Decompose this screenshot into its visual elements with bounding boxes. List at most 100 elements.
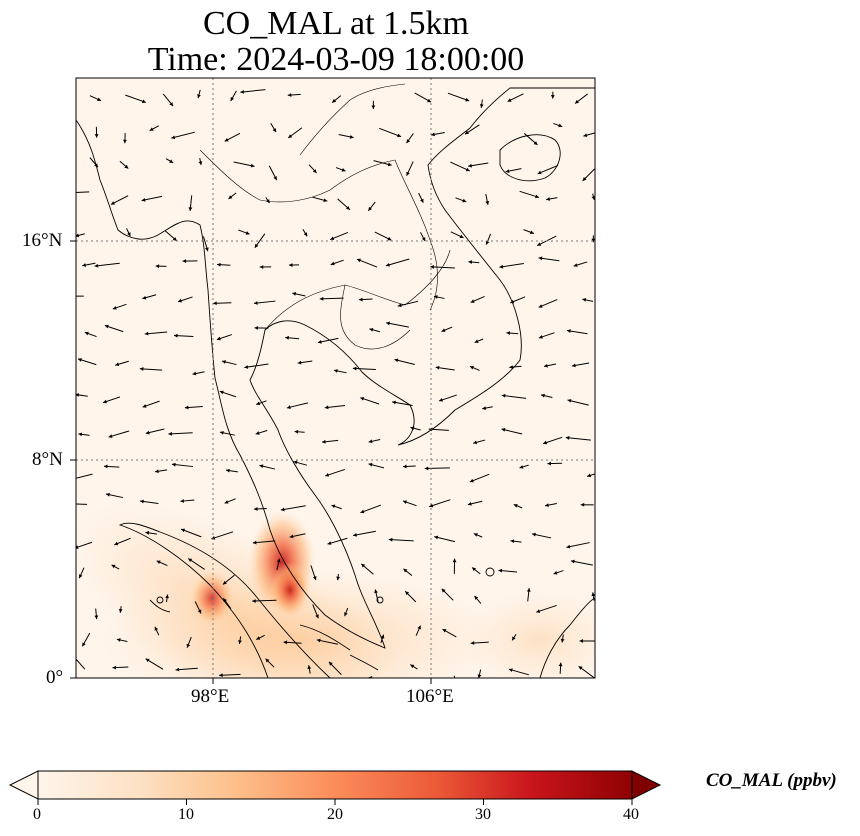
wind-arrowhead [429,503,434,508]
wind-arrowhead [591,196,595,200]
lon-tick-label: 98°E [191,686,230,707]
wind-arrow [379,127,402,138]
wind-arrowhead [526,588,531,592]
wind-arrowhead [402,464,407,469]
wind-arrowhead [219,390,224,395]
wind-arrowhead [116,638,121,642]
wind-arrowhead [106,492,110,497]
wind-arrow [537,164,559,175]
wind-arrow [76,658,86,670]
wind-arrowhead [465,167,470,172]
map-time: Time: 2024-03-09 18:00:00 [147,41,525,78]
wind-arrowhead [82,263,87,267]
wind-arrowhead [285,335,289,340]
wind-arrowhead [70,191,74,195]
wind-arrowhead [324,405,329,410]
wind-arrowhead [112,665,117,670]
colorbar-extend-max [631,770,662,800]
hotspot-3 [190,570,234,626]
wind-arrowhead [328,661,333,666]
wind-arrowhead [482,406,487,410]
wind-arrowhead [543,440,548,445]
wind-arrowhead [541,393,545,398]
wind-arrowhead [180,499,185,503]
wind-arrowhead [368,462,373,467]
wind-arrowhead [427,98,432,103]
wind-arrowhead [434,535,439,540]
wind-arrowhead [536,609,541,613]
wind-arrow [139,368,163,371]
wind-arrowhead [459,234,464,239]
wind-arrowhead [216,336,221,341]
wind-arrowhead [110,201,115,205]
wind-arrowhead [265,658,270,663]
wind-arrowhead [397,133,402,138]
wind-arrowhead [288,263,293,267]
wind-arrowhead [288,134,293,138]
wind-arrow [424,467,450,469]
colorbar-tick-label: 0 [33,806,41,823]
wind-arrowhead [498,568,503,573]
wind-arrowhead [283,640,288,645]
hotspot-2 [270,562,310,618]
wind-arrowhead [579,639,584,643]
colorbar-gradient [38,771,632,799]
wind-arrowhead [217,262,221,267]
wind-arrowhead [123,139,127,144]
wind-arrowhead [439,398,444,402]
wind-arrow [499,262,524,268]
wind-arrowhead [103,464,108,469]
wind-arrowhead [266,199,270,204]
colorbar [8,770,662,805]
wind-arrow [501,394,527,399]
wind-arrowhead [197,94,201,99]
wind-arrowhead [211,536,216,540]
wind-arrowhead [65,294,69,298]
wind-arrowhead [433,295,438,299]
wind-arrow [434,536,456,543]
wind-arrowhead [112,306,117,310]
wind-arrowhead [582,298,587,302]
wind-arrowhead [538,304,543,308]
wind-arrowhead [385,262,390,267]
wind-arrowhead [142,295,147,300]
wind-arrow [253,300,276,304]
wind-arrowhead [182,259,187,263]
wind-arrowhead [550,94,555,99]
wind-arrow [385,258,410,267]
co-field [76,502,595,678]
wind-arrowhead [455,684,459,688]
wind-arrowhead [142,404,147,408]
wind-arrowhead [230,97,235,102]
coastlines [76,83,595,678]
wind-arrowhead [140,499,144,504]
colorbar-tick-label: 20 [327,806,343,823]
wind-arrow [280,505,306,511]
wind-arrow [353,530,376,536]
wind-arrowhead [392,400,396,405]
wind-arrowhead [169,102,174,107]
wind-arrowhead [553,570,558,575]
wind-arrowhead [303,232,308,237]
wind-arrowhead [155,264,160,269]
wind-arrowhead [224,137,229,142]
wind-arrowhead [360,397,365,401]
wind-arrowhead [154,626,159,631]
wind-arrowhead [501,393,506,398]
wind-arrowhead [327,541,332,545]
wind-arrowhead [114,541,119,546]
wind-arrowhead [369,327,374,332]
map-title: CO_MAL at 1.5km [202,5,469,42]
wind-arrowhead [273,176,277,181]
wind-arrowhead [244,365,249,369]
wind-arrowhead [76,545,79,549]
wind-arrow [450,161,470,172]
wind-arrowhead [289,534,294,539]
wind-arrowhead [331,504,336,509]
wind-arrow [168,432,193,435]
wind-arrow [319,297,344,300]
wind-arrowhead [591,592,595,597]
wind-arrowhead [172,237,177,241]
wind-arrow [244,363,269,368]
wind-arrowhead [394,358,399,363]
